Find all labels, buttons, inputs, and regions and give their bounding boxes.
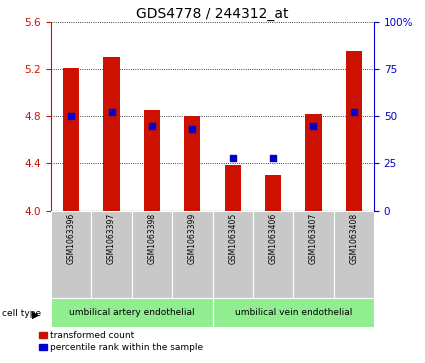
Bar bbox=[63, 68, 79, 211]
Text: GSM1063398: GSM1063398 bbox=[147, 213, 156, 264]
Text: ▶: ▶ bbox=[32, 310, 40, 320]
Bar bbox=[253, 211, 293, 298]
Point bbox=[350, 110, 357, 115]
Bar bbox=[103, 57, 120, 211]
Text: GSM1063396: GSM1063396 bbox=[67, 213, 76, 264]
Point bbox=[310, 123, 317, 129]
Text: umbilical artery endothelial: umbilical artery endothelial bbox=[69, 308, 195, 317]
Bar bbox=[212, 211, 253, 298]
Text: GSM1063406: GSM1063406 bbox=[269, 213, 278, 264]
Bar bbox=[305, 114, 321, 211]
Bar bbox=[334, 211, 374, 298]
Point bbox=[229, 155, 236, 160]
Point bbox=[149, 123, 156, 129]
Text: GSM1063405: GSM1063405 bbox=[228, 213, 237, 264]
Bar bbox=[346, 51, 362, 211]
Bar bbox=[293, 211, 334, 298]
Point bbox=[68, 113, 75, 119]
Bar bbox=[132, 211, 172, 298]
Bar bbox=[91, 211, 132, 298]
Legend: transformed count, percentile rank within the sample: transformed count, percentile rank withi… bbox=[39, 331, 204, 352]
Bar bbox=[51, 298, 212, 327]
Bar bbox=[184, 116, 200, 211]
Bar bbox=[51, 211, 91, 298]
Bar bbox=[265, 175, 281, 211]
Title: GDS4778 / 244312_at: GDS4778 / 244312_at bbox=[136, 7, 289, 21]
Text: GSM1063397: GSM1063397 bbox=[107, 213, 116, 264]
Point bbox=[269, 155, 276, 160]
Text: GSM1063407: GSM1063407 bbox=[309, 213, 318, 264]
Text: cell type: cell type bbox=[2, 310, 41, 318]
Bar bbox=[212, 298, 374, 327]
Text: GSM1063408: GSM1063408 bbox=[349, 213, 358, 264]
Bar bbox=[172, 211, 212, 298]
Bar bbox=[144, 110, 160, 211]
Point bbox=[189, 126, 196, 132]
Bar bbox=[224, 164, 241, 211]
Text: GSM1063399: GSM1063399 bbox=[188, 213, 197, 264]
Point bbox=[108, 110, 115, 115]
Text: umbilical vein endothelial: umbilical vein endothelial bbox=[235, 308, 352, 317]
